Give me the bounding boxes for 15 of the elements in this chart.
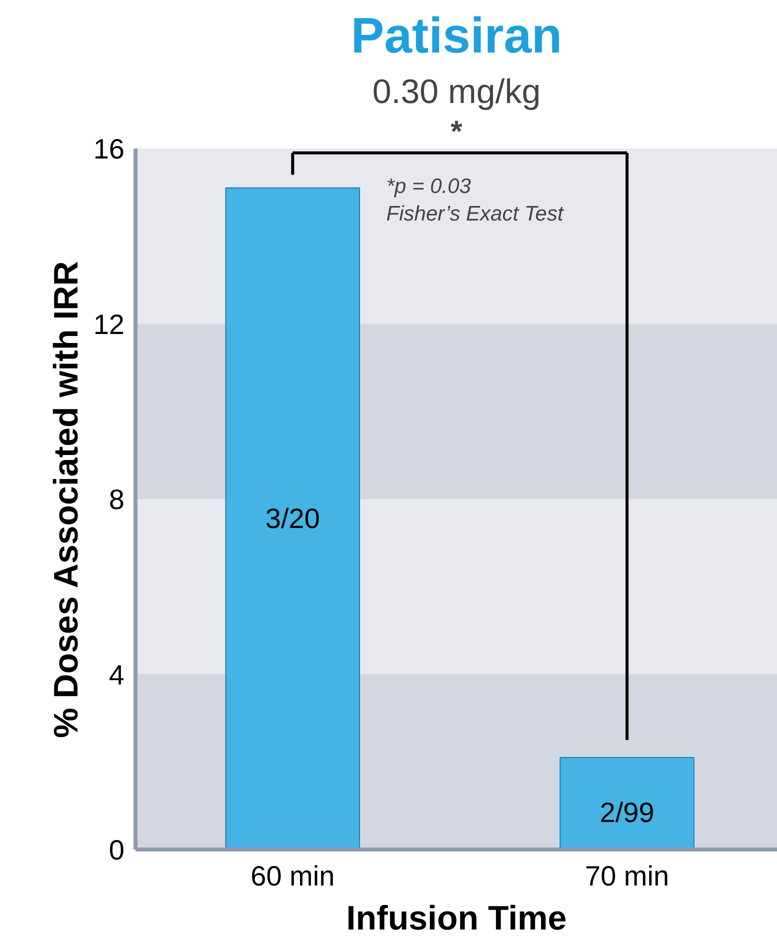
x-tick-label: 60 min: [250, 860, 335, 892]
annotation: *: [450, 116, 463, 148]
data-label: 2/99: [600, 797, 654, 828]
chart-subtitle: 0.30 mg/kg: [372, 73, 541, 111]
y-tick-label: 8: [108, 484, 125, 515]
y-tick-label: 4: [108, 659, 125, 690]
data-label: 3/20: [265, 503, 320, 534]
y-tick-label: 12: [93, 308, 125, 340]
y-axis-title: % Doses Associated with IRR: [47, 261, 86, 738]
chart-title: Patisiran: [350, 8, 562, 64]
y-tick-label: 16: [93, 134, 125, 164]
x-axis-title: Infusion Time: [346, 900, 567, 938]
annotation: *p = 0.03 Fisher’s Exact Test: [386, 174, 564, 226]
x-tick-label: 70 min: [585, 860, 670, 892]
y-tick-label: 0: [108, 834, 125, 866]
